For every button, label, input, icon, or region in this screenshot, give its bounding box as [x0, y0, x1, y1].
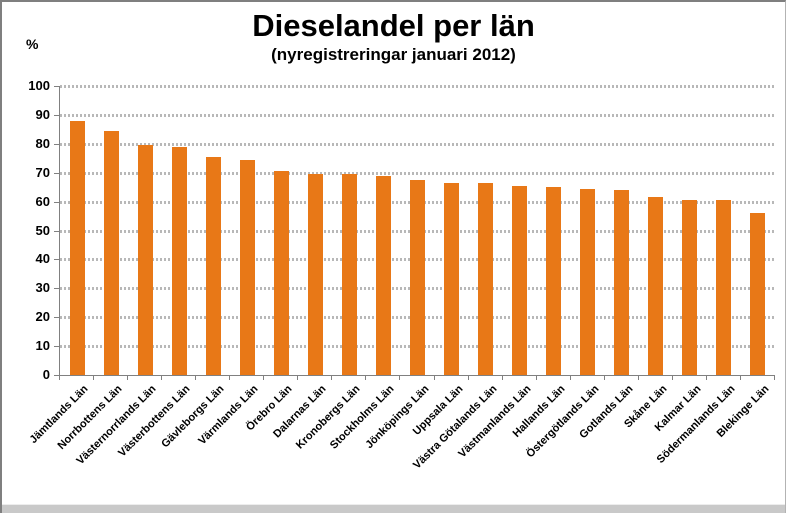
bar-östergötlands-län [580, 189, 595, 375]
x-tick [740, 376, 741, 380]
y-tick-label: 80 [35, 135, 50, 151]
x-tick [468, 376, 469, 380]
x-tick [774, 376, 775, 380]
x-category-label: Värmlands Län [196, 383, 261, 448]
y-tick [54, 144, 59, 145]
grid-line [60, 113, 775, 117]
bar-västra-götalands-län [478, 183, 493, 375]
y-tick [54, 86, 59, 87]
bar-hallands-län [546, 187, 561, 375]
y-tick-label: 60 [35, 193, 50, 209]
bar-blekinge-län [750, 213, 765, 375]
y-tick [54, 115, 59, 116]
y-tick [54, 173, 59, 174]
bar-uppsala-län [444, 183, 459, 375]
chart-subtitle: (nyregistreringar januari 2012) [271, 45, 516, 64]
bar-värmlands-län [240, 160, 255, 375]
bar-gotlands-län [614, 190, 629, 375]
bar-västerbottens-län [172, 147, 187, 375]
bar-norrbottens-län [104, 131, 119, 375]
x-tick [161, 376, 162, 380]
bar-skåne-län [648, 197, 663, 375]
x-tick [229, 376, 230, 380]
y-axis-unit-label: % [26, 36, 39, 52]
y-tick [54, 375, 59, 376]
bar-dalarnas-län [308, 174, 323, 375]
y-tick [54, 231, 59, 232]
x-tick [297, 376, 298, 380]
x-category-label: Stockholms Län [327, 383, 397, 452]
bar-södermanlands-län [716, 200, 731, 375]
bar-örebro-län [274, 171, 289, 375]
x-tick [93, 376, 94, 380]
x-tick [434, 376, 435, 380]
y-tick-label: 20 [35, 309, 50, 325]
frame-bottom-strip [2, 504, 785, 513]
y-tick [54, 346, 59, 347]
y-tick-label: 70 [35, 164, 50, 180]
x-tick [672, 376, 673, 380]
x-tick [570, 376, 571, 380]
y-tick-label: 50 [35, 222, 50, 238]
bar-jönköpings-län [410, 180, 425, 375]
y-tick-label: 40 [35, 251, 50, 267]
x-category-label: Jämtlands Län [27, 383, 91, 446]
y-tick-label: 0 [42, 367, 50, 382]
x-tick [706, 376, 707, 380]
x-tick [536, 376, 537, 380]
bar-kronobergs-län [342, 174, 357, 375]
bar-gävleborgs-län [206, 157, 221, 375]
y-tick [54, 259, 59, 260]
plot-area [59, 85, 775, 376]
bar-kalmar-län [682, 200, 697, 375]
y-tick [54, 317, 59, 318]
grid-line [60, 142, 775, 146]
bar-västmanlands-län [512, 186, 527, 375]
bar-västernorrlands-län [138, 145, 153, 375]
chart-title: Dieselandel per län [252, 8, 535, 43]
x-tick [195, 376, 196, 380]
x-tick [127, 376, 128, 380]
x-tick [365, 376, 366, 380]
grid-line [60, 171, 775, 175]
x-tick [604, 376, 605, 380]
bar-stockholms-län [376, 176, 391, 375]
x-tick [399, 376, 400, 380]
grid-line [60, 85, 775, 88]
x-tick [263, 376, 264, 380]
x-tick [331, 376, 332, 380]
bar-jämtlands-län [70, 121, 85, 375]
x-tick [59, 376, 60, 380]
x-tick [638, 376, 639, 380]
y-tick-label: 90 [35, 106, 50, 122]
y-tick [54, 202, 59, 203]
y-tick [54, 288, 59, 289]
y-tick-label: 100 [28, 78, 50, 93]
x-tick [502, 376, 503, 380]
y-tick-label: 30 [35, 280, 50, 296]
y-tick-label: 10 [35, 338, 50, 354]
